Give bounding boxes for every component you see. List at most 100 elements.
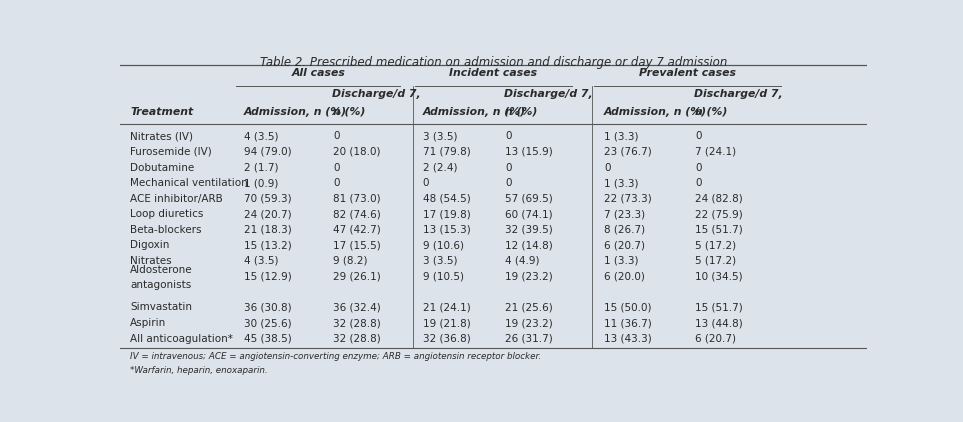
Text: 30 (25.6): 30 (25.6) (244, 318, 291, 328)
Text: 36 (32.4): 36 (32.4) (333, 303, 380, 312)
Text: Prevalent cases: Prevalent cases (639, 68, 736, 78)
Text: 19 (21.8): 19 (21.8) (423, 318, 470, 328)
Text: 45 (38.5): 45 (38.5) (244, 333, 291, 344)
Text: 23 (76.7): 23 (76.7) (604, 147, 652, 157)
Text: 0: 0 (695, 178, 701, 188)
Text: 5 (17.2): 5 (17.2) (695, 256, 736, 266)
Text: 71 (79.8): 71 (79.8) (423, 147, 470, 157)
Text: 7 (23.3): 7 (23.3) (604, 209, 645, 219)
Text: 4 (4.9): 4 (4.9) (506, 256, 540, 266)
Text: 22 (73.3): 22 (73.3) (604, 194, 652, 203)
Text: Admission, n (%): Admission, n (%) (244, 107, 347, 117)
Text: 81 (73.0): 81 (73.0) (333, 194, 380, 203)
Text: 11 (36.7): 11 (36.7) (604, 318, 652, 328)
Text: 6 (20.7): 6 (20.7) (604, 240, 645, 250)
Text: Nitrates: Nitrates (130, 256, 171, 266)
Text: 13 (44.8): 13 (44.8) (695, 318, 742, 328)
Text: 0: 0 (506, 162, 512, 173)
Text: 6 (20.0): 6 (20.0) (604, 271, 645, 281)
Text: Treatment: Treatment (130, 107, 194, 117)
Text: 32 (36.8): 32 (36.8) (423, 333, 470, 344)
Text: All cases: All cases (291, 68, 345, 78)
Text: 15 (12.9): 15 (12.9) (244, 271, 291, 281)
Text: Digoxin: Digoxin (130, 240, 169, 250)
Text: 20 (18.0): 20 (18.0) (333, 147, 380, 157)
Text: 9 (8.2): 9 (8.2) (333, 256, 368, 266)
Text: 13 (15.9): 13 (15.9) (506, 147, 553, 157)
Text: 8 (26.7): 8 (26.7) (604, 225, 645, 235)
Text: Aspirin: Aspirin (130, 318, 167, 328)
Text: n (%): n (%) (695, 107, 727, 117)
Text: 82 (74.6): 82 (74.6) (333, 209, 380, 219)
Text: 0: 0 (333, 178, 340, 188)
Text: 70 (59.3): 70 (59.3) (244, 194, 291, 203)
Text: 60 (74.1): 60 (74.1) (506, 209, 553, 219)
Text: Simvastatin: Simvastatin (130, 303, 192, 312)
Text: 4 (3.5): 4 (3.5) (244, 256, 278, 266)
Text: *Warfarin, heparin, enoxaparin.: *Warfarin, heparin, enoxaparin. (130, 366, 268, 375)
Text: 29 (26.1): 29 (26.1) (333, 271, 380, 281)
Text: 5 (17.2): 5 (17.2) (695, 240, 736, 250)
Text: Incident cases: Incident cases (450, 68, 537, 78)
Text: 0: 0 (333, 131, 340, 141)
Text: 0: 0 (506, 178, 512, 188)
Text: 13 (15.3): 13 (15.3) (423, 225, 470, 235)
Text: 21 (25.6): 21 (25.6) (506, 303, 553, 312)
Text: 94 (79.0): 94 (79.0) (244, 147, 291, 157)
Text: 1 (3.3): 1 (3.3) (604, 131, 638, 141)
Text: IV = intravenous; ACE = angiotensin-converting enzyme; ARB = angiotensin recepto: IV = intravenous; ACE = angiotensin-conv… (130, 352, 541, 361)
Text: Discharge/d 7,: Discharge/d 7, (504, 89, 592, 98)
Text: Admission, n (%): Admission, n (%) (604, 107, 707, 117)
Text: 3 (3.5): 3 (3.5) (423, 131, 457, 141)
Text: 36 (30.8): 36 (30.8) (244, 303, 291, 312)
Text: 13 (43.3): 13 (43.3) (604, 333, 652, 344)
Text: antagonists: antagonists (130, 280, 192, 290)
Text: 2 (1.7): 2 (1.7) (244, 162, 278, 173)
Text: Admission, n (%): Admission, n (%) (423, 107, 526, 117)
Text: 7 (24.1): 7 (24.1) (695, 147, 736, 157)
Text: Dobutamine: Dobutamine (130, 162, 195, 173)
Text: 21 (18.3): 21 (18.3) (244, 225, 291, 235)
Text: 1 (0.9): 1 (0.9) (244, 178, 278, 188)
Text: 57 (69.5): 57 (69.5) (506, 194, 553, 203)
Text: 15 (50.0): 15 (50.0) (604, 303, 652, 312)
Text: 32 (28.8): 32 (28.8) (333, 333, 380, 344)
Text: 15 (13.2): 15 (13.2) (244, 240, 291, 250)
Text: 48 (54.5): 48 (54.5) (423, 194, 470, 203)
Text: 9 (10.5): 9 (10.5) (423, 271, 463, 281)
Text: Beta-blockers: Beta-blockers (130, 225, 201, 235)
Text: 26 (31.7): 26 (31.7) (506, 333, 553, 344)
Text: 0: 0 (333, 162, 340, 173)
Text: Discharge/d 7,: Discharge/d 7, (693, 89, 782, 98)
Text: 0: 0 (423, 178, 429, 188)
Text: 1 (3.3): 1 (3.3) (604, 178, 638, 188)
Text: 24 (20.7): 24 (20.7) (244, 209, 291, 219)
Text: 4 (3.5): 4 (3.5) (244, 131, 278, 141)
Text: 15 (51.7): 15 (51.7) (695, 225, 742, 235)
Text: 32 (28.8): 32 (28.8) (333, 318, 380, 328)
Text: 10 (34.5): 10 (34.5) (695, 271, 742, 281)
Text: 1 (3.3): 1 (3.3) (604, 256, 638, 266)
Text: 0: 0 (695, 131, 701, 141)
Text: 6 (20.7): 6 (20.7) (695, 333, 736, 344)
Text: Mechanical ventilation: Mechanical ventilation (130, 178, 247, 188)
Text: n (%): n (%) (506, 107, 538, 117)
Text: Furosemide (IV): Furosemide (IV) (130, 147, 212, 157)
Text: Nitrates (IV): Nitrates (IV) (130, 131, 193, 141)
Text: 3 (3.5): 3 (3.5) (423, 256, 457, 266)
Text: 19 (23.2): 19 (23.2) (506, 318, 553, 328)
Text: 0: 0 (695, 162, 701, 173)
Text: n (%): n (%) (333, 107, 365, 117)
Text: 17 (15.5): 17 (15.5) (333, 240, 380, 250)
Text: Loop diuretics: Loop diuretics (130, 209, 203, 219)
Text: 0: 0 (506, 131, 512, 141)
Text: 9 (10.6): 9 (10.6) (423, 240, 463, 250)
Text: Table 2. Prescribed medication on admission and discharge or day 7 admission: Table 2. Prescribed medication on admiss… (260, 56, 727, 68)
Text: Aldosterone: Aldosterone (130, 265, 193, 275)
Text: 17 (19.8): 17 (19.8) (423, 209, 470, 219)
Text: 24 (82.8): 24 (82.8) (695, 194, 742, 203)
Text: 21 (24.1): 21 (24.1) (423, 303, 470, 312)
Text: 15 (51.7): 15 (51.7) (695, 303, 742, 312)
Text: 22 (75.9): 22 (75.9) (695, 209, 742, 219)
Text: 2 (2.4): 2 (2.4) (423, 162, 457, 173)
